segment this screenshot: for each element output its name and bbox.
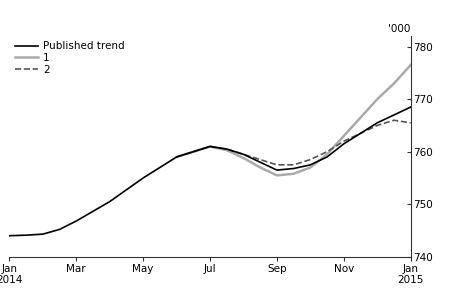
Legend: Published trend, 1, 2: Published trend, 1, 2 [15, 41, 125, 75]
Text: '000: '000 [388, 24, 411, 34]
